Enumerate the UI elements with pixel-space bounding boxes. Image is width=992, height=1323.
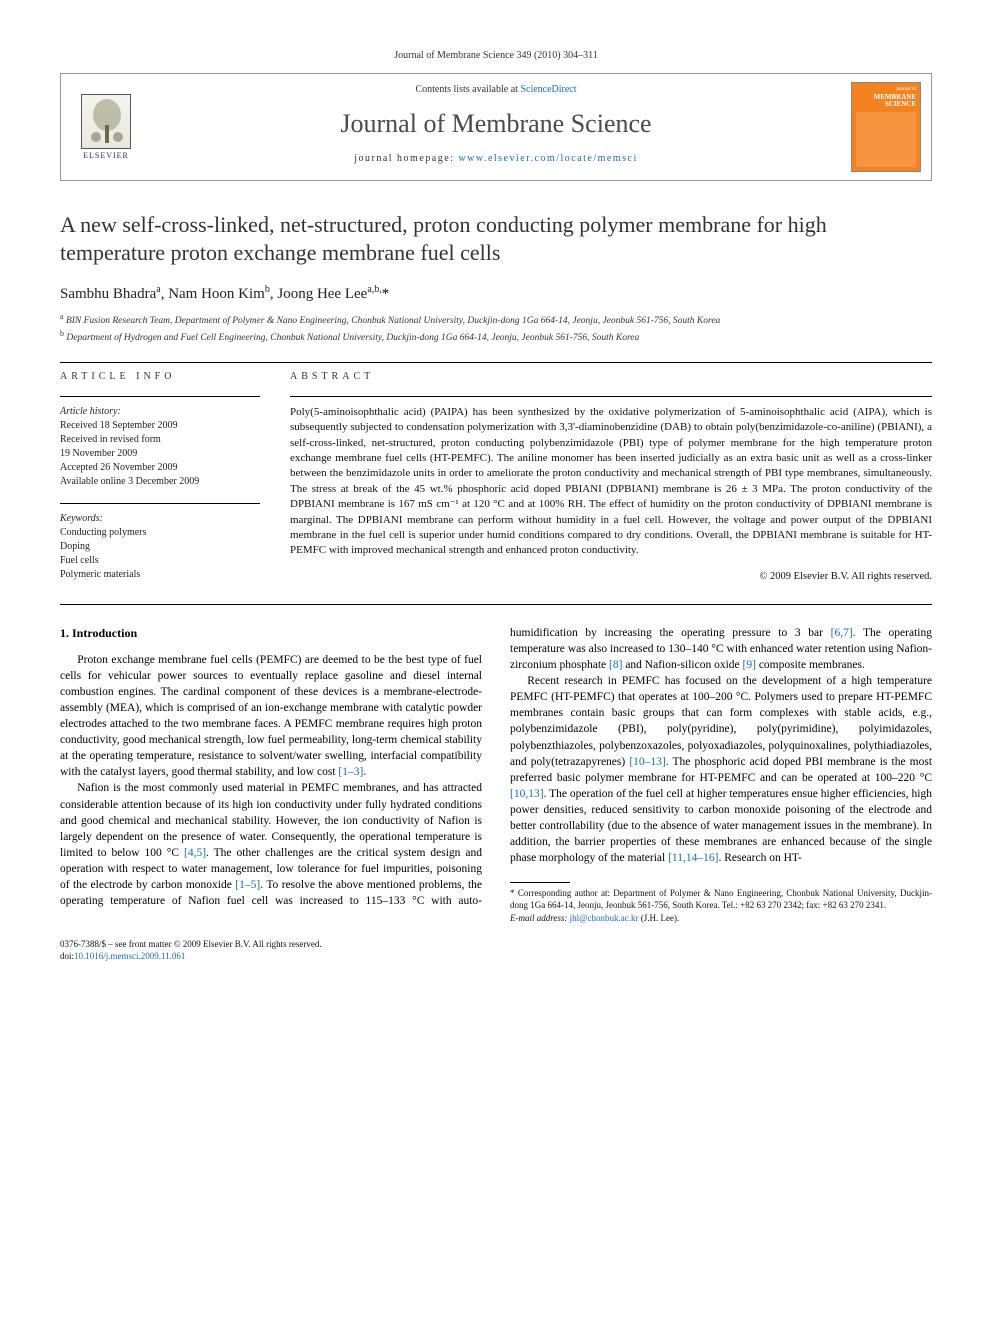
running-header: Journal of Membrane Science 349 (2010) 3…: [60, 50, 932, 61]
citation-link[interactable]: [1–3]: [338, 766, 363, 778]
history-label: Article history:: [60, 405, 260, 419]
footnote-divider: [510, 882, 570, 883]
keywords-block: Keywords: Conducting polymers Doping Fue…: [60, 512, 260, 582]
abstract-heading: ABSTRACT: [290, 371, 932, 382]
journal-title: Journal of Membrane Science: [151, 109, 841, 139]
affiliations: a BIN Fusion Research Team, Department o…: [60, 311, 932, 346]
article-title: A new self-cross-linked, net-structured,…: [60, 211, 932, 266]
citation-link[interactable]: [1–5]: [235, 879, 260, 891]
keyword-item: Fuel cells: [60, 554, 260, 568]
revised-date-1: Received in revised form: [60, 433, 260, 447]
corresponding-author-note: * Corresponding author at: Department of…: [510, 887, 932, 911]
accepted-date: Accepted 26 November 2009: [60, 461, 260, 475]
body-paragraph: Proton exchange membrane fuel cells (PEM…: [60, 652, 482, 781]
section-heading-intro: 1. Introduction: [60, 625, 482, 642]
elsevier-logo: ELSEVIER: [71, 87, 141, 167]
citation-link[interactable]: [8]: [609, 659, 622, 671]
author-list: Sambhu Bhadraa, Nam Hoon Kimb, Joong Hee…: [60, 284, 932, 303]
citation-link[interactable]: [10,13]: [510, 788, 544, 800]
article-body: 1. Introduction Proton exchange membrane…: [60, 625, 932, 924]
contents-prefix: Contents lists available at: [415, 84, 520, 95]
doi-line: doi:10.1016/j.memsci.2009.11.061: [60, 950, 932, 962]
author-email-link[interactable]: jhl@chonbuk.ac.kr: [570, 913, 639, 923]
affiliation-a: a BIN Fusion Research Team, Department o…: [60, 311, 932, 328]
contents-available-line: Contents lists available at ScienceDirec…: [151, 84, 841, 95]
journal-cover-icon: journal of MEMBRANE SCIENCE: [851, 82, 921, 172]
sciencedirect-link[interactable]: ScienceDirect: [520, 84, 576, 95]
keyword-item: Doping: [60, 540, 260, 554]
citation-link[interactable]: [4,5]: [184, 847, 206, 859]
keyword-item: Conducting polymers: [60, 526, 260, 540]
footnotes: * Corresponding author at: Department of…: [510, 887, 932, 923]
revised-date-2: 19 November 2009: [60, 447, 260, 461]
keywords-label: Keywords:: [60, 512, 260, 526]
article-history: Article history: Received 18 September 2…: [60, 405, 260, 489]
cover-small-label: journal of: [856, 87, 916, 92]
citation-link[interactable]: [10–13]: [629, 756, 665, 768]
email-line: E-mail address: jhl@chonbuk.ac.kr (J.H. …: [510, 912, 932, 924]
keyword-item: Polymeric materials: [60, 568, 260, 582]
online-date: Available online 3 December 2009: [60, 475, 260, 489]
journal-masthead: ELSEVIER Contents lists available at Sci…: [60, 73, 932, 181]
citation-link[interactable]: [9]: [743, 659, 756, 671]
citation-link[interactable]: [11,14–16]: [668, 852, 718, 864]
issn-line: 0376-7388/$ – see front matter © 2009 El…: [60, 938, 932, 950]
abstract-text: Poly(5-aminoisophthalic acid) (PAIPA) ha…: [290, 405, 932, 559]
publisher-name: ELSEVIER: [83, 151, 129, 160]
abstract-copyright: © 2009 Elsevier B.V. All rights reserved…: [290, 571, 932, 582]
homepage-link[interactable]: www.elsevier.com/locate/memsci: [458, 153, 637, 164]
doi-link[interactable]: 10.1016/j.memsci.2009.11.061: [74, 951, 185, 961]
elsevier-tree-icon: [81, 94, 131, 149]
cover-big-label: MEMBRANE SCIENCE: [856, 94, 916, 108]
publisher-logo-box: ELSEVIER: [61, 74, 151, 180]
citation-link[interactable]: [6,7]: [831, 627, 853, 639]
received-date: Received 18 September 2009: [60, 419, 260, 433]
homepage-line: journal homepage: www.elsevier.com/locat…: [151, 153, 841, 164]
cover-thumb-box: journal of MEMBRANE SCIENCE: [841, 74, 931, 180]
article-info-heading: ARTICLE INFO: [60, 371, 260, 382]
homepage-prefix: journal homepage:: [354, 153, 458, 164]
footer-meta: 0376-7388/$ – see front matter © 2009 El…: [60, 938, 932, 962]
affiliation-b: b Department of Hydrogen and Fuel Cell E…: [60, 328, 932, 345]
body-paragraph: Recent research in PEMFC has focused on …: [510, 673, 932, 866]
